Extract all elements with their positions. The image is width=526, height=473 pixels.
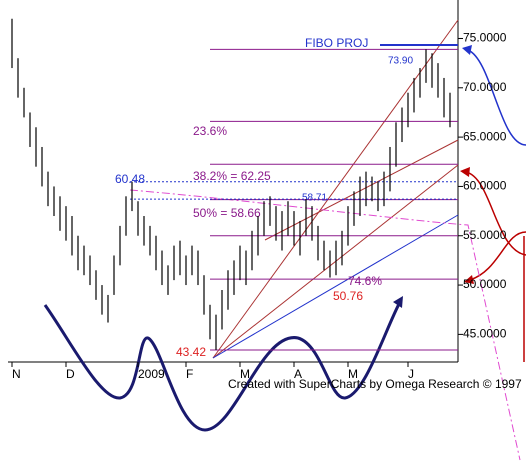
credit: Created with SuperCharts by Omega Resear…	[228, 377, 522, 391]
x-tick-label: F	[186, 367, 193, 381]
fib-label: 38.2% = 62.25	[193, 169, 271, 183]
annotation: 73.90	[388, 56, 413, 67]
y-tick-label: 60.0000	[463, 179, 507, 193]
arrow	[469, 231, 526, 281]
x-tick-label: N	[12, 367, 21, 381]
dash-dot-line	[129, 189, 521, 461]
y-tick-label: 75.0000	[463, 31, 507, 45]
arrowhead	[393, 296, 403, 308]
annotation: 58.71	[302, 193, 327, 204]
trend-line	[212, 214, 459, 359]
fib-label: 23.6%	[193, 124, 227, 138]
arrowhead	[464, 275, 474, 284]
annotation: 60.48	[115, 172, 145, 186]
x-tick-label: D	[66, 367, 75, 381]
y-tick-label: 50.0000	[463, 277, 507, 291]
fib-label: 50% = 58.66	[193, 206, 261, 220]
x-tick-label: A	[294, 367, 302, 381]
x-tick-label: M	[240, 367, 250, 381]
y-tick-label: 70.0000	[463, 80, 507, 94]
y-tick-label: 65.0000	[463, 129, 507, 143]
annotation: 43.42	[176, 345, 206, 359]
arrow	[467, 49, 526, 146]
arrowhead	[462, 45, 472, 55]
x-tick-label: M	[348, 367, 358, 381]
trend-line	[264, 139, 459, 241]
arrowhead	[460, 167, 470, 177]
arrow	[465, 171, 526, 256]
wave-drawing	[43, 301, 402, 432]
y-tick-label: 55.0000	[463, 228, 507, 242]
x-tick-label: J	[408, 367, 414, 381]
trend-line	[212, 19, 459, 359]
fib-label: 74.6%	[348, 274, 382, 288]
y-tick-label: 45.0000	[463, 327, 507, 341]
annotation: 50.76	[333, 289, 363, 303]
annotation: FIBO PROJ	[305, 36, 368, 50]
x-tick-label: 2009	[138, 367, 165, 381]
